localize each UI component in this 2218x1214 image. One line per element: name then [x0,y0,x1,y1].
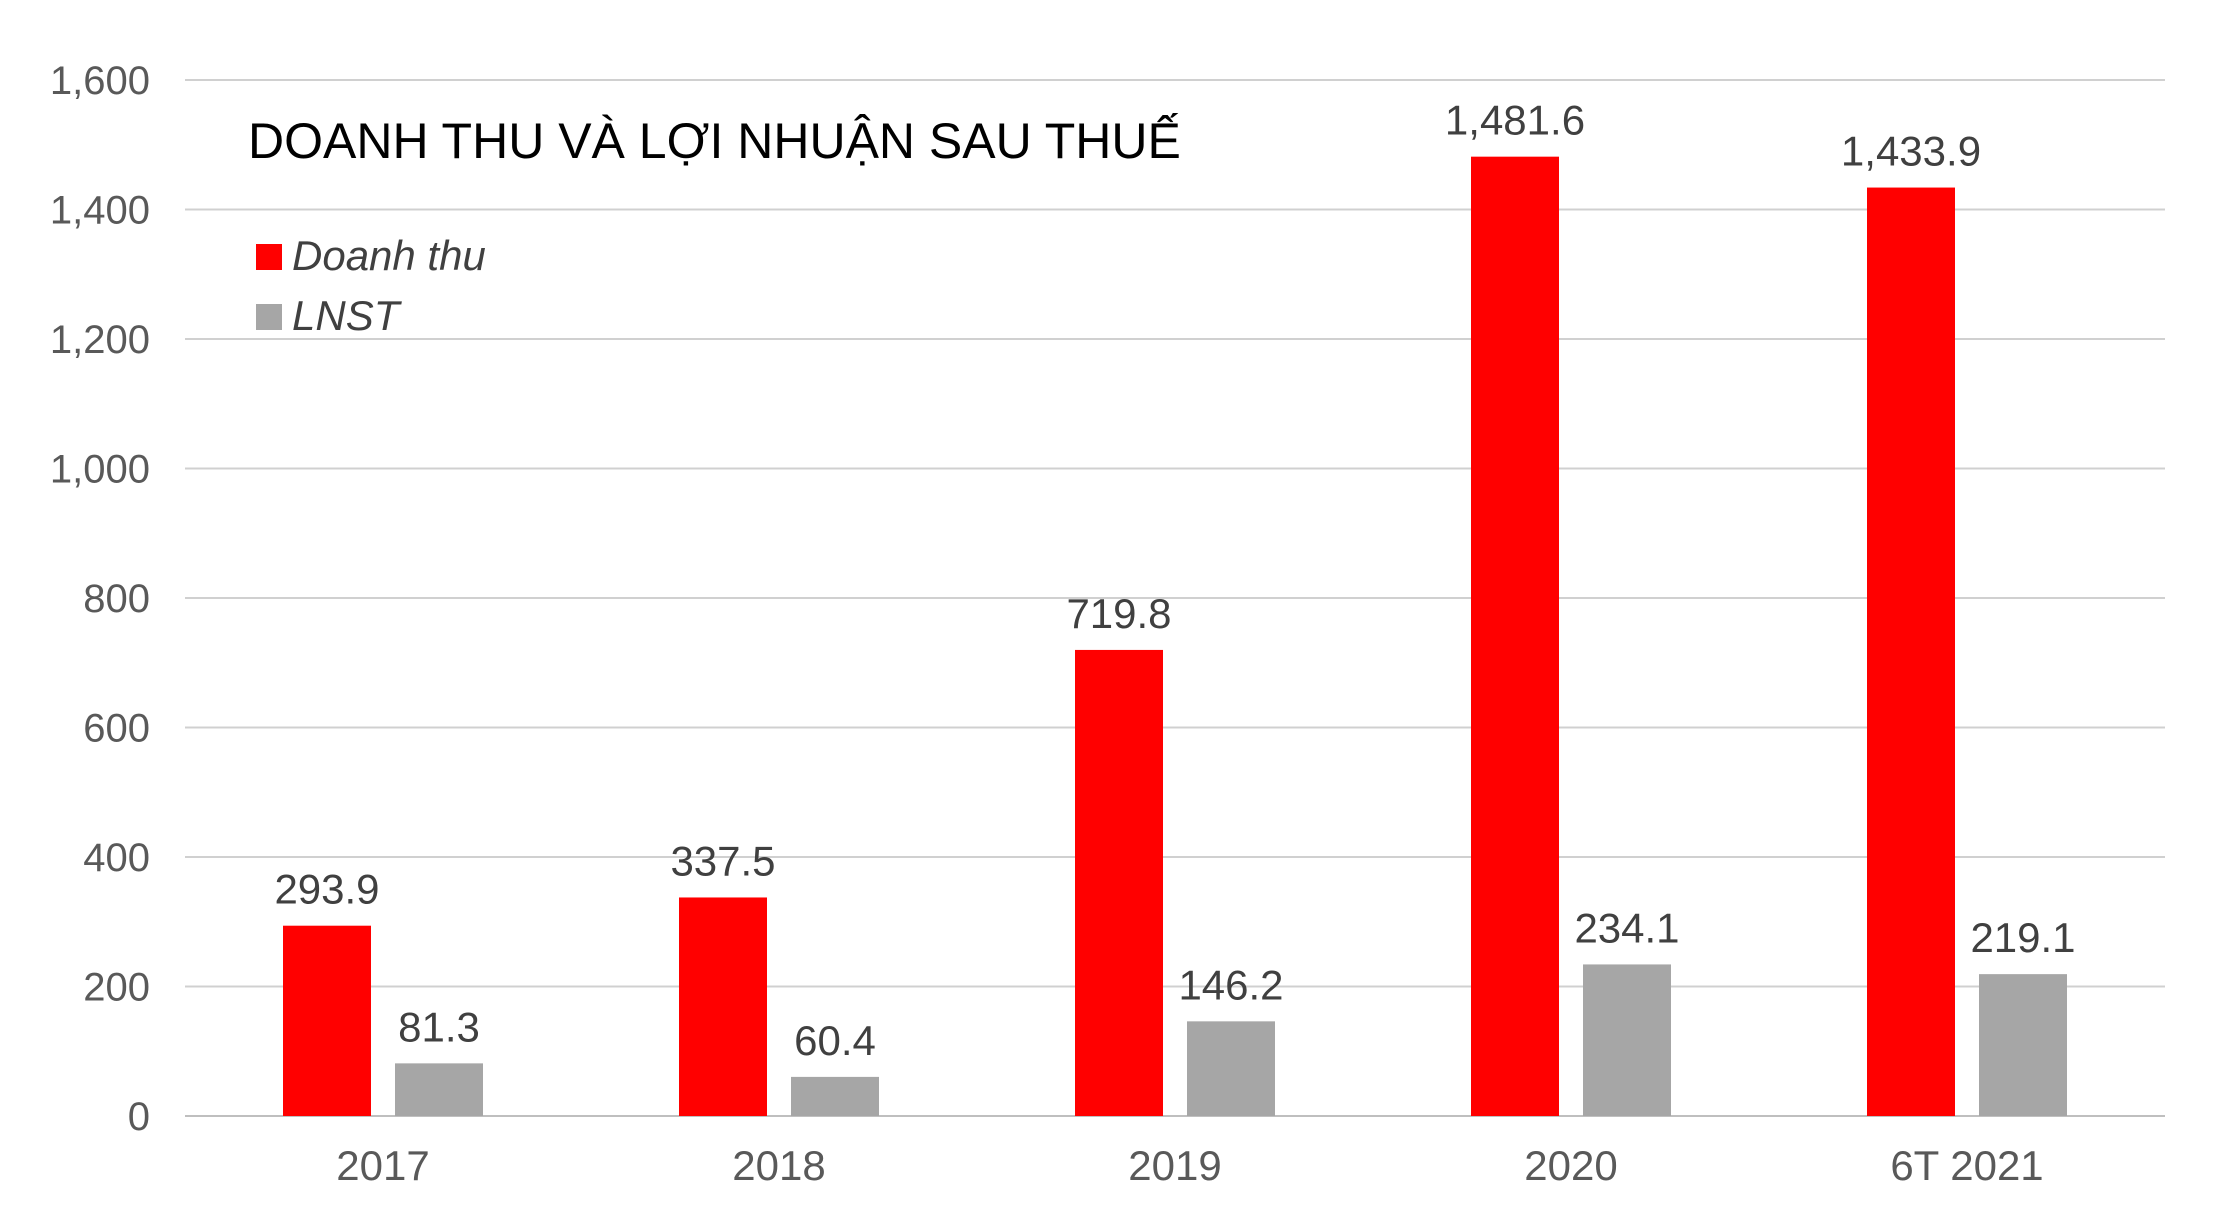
y-tick-label: 400 [83,836,150,880]
y-tick-label: 1,400 [50,189,150,233]
bar-lnst-2018 [791,1076,879,1116]
bar-doanh-thu-2019 [1075,649,1163,1116]
data-label-lnst-2019: 146.2 [1178,961,1283,1008]
data-label-lnst-2018: 60.4 [794,1017,876,1064]
legend-swatch-doanh-thu [256,244,282,270]
y-tick-label: 200 [83,966,150,1010]
bar-doanh-thu-6t-2021 [1867,187,1955,1116]
x-tick-label: 2018 [732,1142,825,1189]
y-tick-label: 600 [83,707,150,751]
data-labels: 293.9 81.3 337.5 60.4 719.8 146.2 1,481.6 234.1… [274,97,2075,1064]
y-tick-label: 0 [128,1095,150,1139]
bar-lnst-2019 [1187,1021,1275,1116]
data-label-lnst-2020: 234.1 [1574,904,1679,951]
y-tick-label: 800 [83,577,150,621]
bar-lnst-6t-2021 [1979,974,2067,1116]
bar-doanh-thu-2017 [283,925,371,1116]
gridlines [185,79,2165,1117]
bar-doanh-thu-2018 [679,897,767,1116]
data-label-lnst-6t-2021: 219.1 [1970,914,2075,961]
x-tick-label: 2019 [1128,1142,1221,1189]
legend: Doanh thu LNST [256,232,486,339]
data-label-doanh-thu-2019: 719.8 [1066,590,1171,637]
data-label-lnst-2017: 81.3 [398,1003,480,1050]
bars [283,156,2067,1116]
y-axis-tick-labels: 0 200 400 600 800 1,000 1,200 1,400 1,600 [50,59,150,1139]
y-tick-label: 1,200 [50,318,150,362]
bar-lnst-2020 [1583,964,1671,1116]
x-axis-category-labels: 2017 2018 2019 2020 6T 2021 [336,1142,2043,1189]
legend-swatch-lnst [256,304,282,330]
bar-doanh-thu-2020 [1471,156,1559,1116]
y-tick-label: 1,000 [50,448,150,492]
legend-label-doanh-thu: Doanh thu [292,232,486,279]
chart-title: DOANH THU VÀ LỢI NHUẬN SAU THUẾ [248,113,1181,169]
data-label-doanh-thu-6t-2021: 1,433.9 [1841,128,1981,175]
data-label-doanh-thu-2018: 337.5 [670,837,775,884]
legend-label-lnst: LNST [292,292,403,339]
x-tick-label: 6T 2021 [1890,1142,2043,1189]
x-tick-label: 2017 [336,1142,429,1189]
x-tick-label: 2020 [1524,1142,1617,1189]
data-label-doanh-thu-2020: 1,481.6 [1445,97,1585,144]
data-label-doanh-thu-2017: 293.9 [274,866,379,913]
y-tick-label: 1,600 [50,59,150,103]
bar-lnst-2017 [395,1063,483,1116]
